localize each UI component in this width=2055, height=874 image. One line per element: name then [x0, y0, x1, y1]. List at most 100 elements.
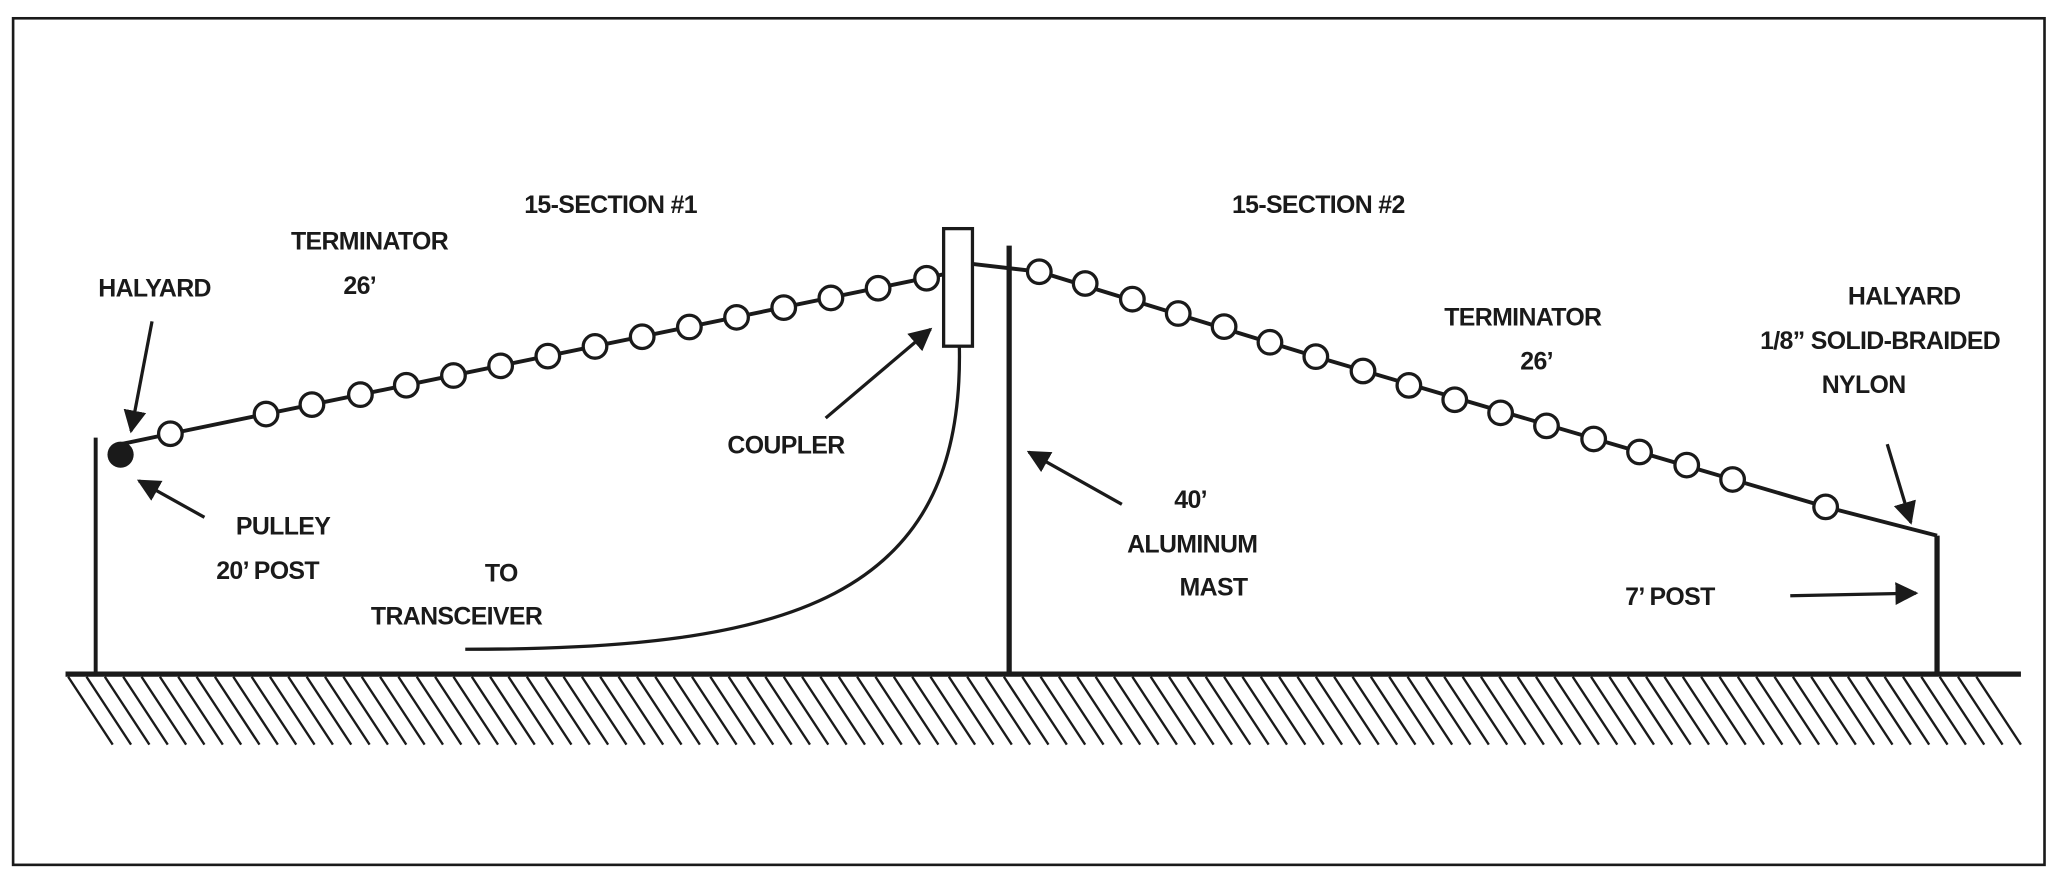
- arrow: [136, 479, 206, 519]
- hatch-line: [1223, 676, 1270, 746]
- hatch-line: [1736, 676, 1784, 746]
- hatch-line: [1535, 676, 1582, 746]
- insulator: [1812, 493, 1840, 521]
- hatch-line: [1571, 676, 1619, 746]
- insulator: [1719, 466, 1747, 493]
- hatch-line: [268, 676, 316, 746]
- hatch-line: [580, 676, 628, 746]
- hatch-line: [452, 676, 500, 746]
- hatch-line: [654, 676, 701, 746]
- label: COUPLER: [727, 431, 845, 459]
- insulator: [581, 333, 609, 360]
- hatch-line: [617, 676, 665, 746]
- hatch-line: [213, 676, 261, 746]
- hatch-line: [1094, 676, 1142, 746]
- hatch-line: [1608, 676, 1655, 746]
- hatch-line: [947, 676, 995, 746]
- hatch-line: [1975, 676, 2022, 746]
- hatch-line: [470, 676, 518, 746]
- hatch-line: [305, 676, 353, 746]
- hatch-line: [1168, 676, 1215, 746]
- hatch-line: [1700, 676, 1747, 746]
- label: TRANSCEIVER: [371, 603, 543, 631]
- hatch-line: [324, 676, 371, 746]
- hatch-line: [232, 676, 279, 746]
- insulator: [156, 420, 184, 448]
- hatch-line: [1113, 676, 1160, 746]
- insulator: [1395, 372, 1423, 399]
- hatch-line: [635, 676, 683, 746]
- ground-hatching: [67, 676, 2022, 746]
- hatch-line: [764, 676, 811, 746]
- arrow: [123, 321, 154, 434]
- feedline: [465, 346, 962, 651]
- insulator: [1487, 399, 1515, 427]
- arrow: [1026, 450, 1123, 506]
- hatch-line: [837, 676, 885, 746]
- hatch-line: [1131, 676, 1178, 746]
- hatch-line: [1828, 676, 1876, 746]
- hatch-line: [379, 676, 426, 746]
- hatch-line: [1002, 676, 1050, 746]
- label: ALUMINUM: [1127, 531, 1257, 559]
- insulator: [1256, 328, 1284, 356]
- label: MAST: [1180, 574, 1248, 602]
- insulator: [392, 371, 420, 399]
- label: PULLEY: [236, 512, 331, 540]
- label: 1/8” SOLID-BRAIDED: [1760, 327, 2000, 355]
- hatch-line: [85, 676, 133, 746]
- insulator: [1025, 258, 1053, 286]
- frame: [11, 16, 2046, 867]
- hatch-line: [1479, 676, 1527, 746]
- coupler: [941, 226, 975, 348]
- insulator: [913, 264, 941, 292]
- insulator: [864, 274, 892, 302]
- hatch-line: [1057, 676, 1105, 746]
- insulator: [440, 362, 467, 389]
- hatch-line: [1920, 676, 1967, 746]
- insulator: [817, 284, 845, 312]
- arrow: [1885, 443, 1916, 525]
- insulator: [675, 313, 703, 341]
- hatch-line: [562, 676, 610, 746]
- hatch-line: [1516, 676, 1564, 746]
- insulator: [1071, 270, 1099, 297]
- insulator: [1533, 412, 1560, 440]
- hatch-line: [1718, 676, 1766, 746]
- insulator: [1441, 386, 1469, 414]
- arrow: [1790, 582, 1919, 605]
- hatch-line: [67, 676, 114, 746]
- hatch-line: [672, 676, 720, 746]
- pulley: [107, 441, 134, 468]
- hatch-line: [1424, 676, 1472, 746]
- hatch-line: [1204, 676, 1252, 746]
- hatch-line: [599, 676, 646, 746]
- label: TERMINATOR: [291, 228, 449, 256]
- hatch-line: [1039, 676, 1087, 746]
- hatch-line: [1901, 676, 1949, 746]
- label: 15-SECTION #2: [1232, 191, 1405, 219]
- hatch-line: [819, 676, 866, 746]
- hatch-line: [1186, 676, 1233, 746]
- hatch-line: [984, 676, 1032, 746]
- insulator: [628, 323, 656, 351]
- hatch-line: [746, 676, 793, 746]
- hatch-line: [489, 676, 536, 746]
- hatch-line: [158, 676, 206, 746]
- hatch-line: [1957, 676, 2004, 746]
- insulator: [1164, 300, 1192, 327]
- hatch-line: [1369, 676, 1417, 746]
- label: 26’: [1520, 348, 1553, 376]
- hatch-line: [1626, 676, 1674, 746]
- hatch-line: [1846, 676, 1894, 746]
- hatch-line: [1278, 676, 1325, 746]
- hatch-line: [801, 676, 848, 746]
- hatch-line: [1883, 676, 1931, 746]
- insulator: [534, 342, 562, 370]
- insulator: [723, 303, 750, 331]
- insulator: [770, 294, 798, 322]
- hatch-line: [1241, 676, 1288, 746]
- hatch-line: [122, 676, 169, 746]
- hatch-line: [140, 676, 188, 746]
